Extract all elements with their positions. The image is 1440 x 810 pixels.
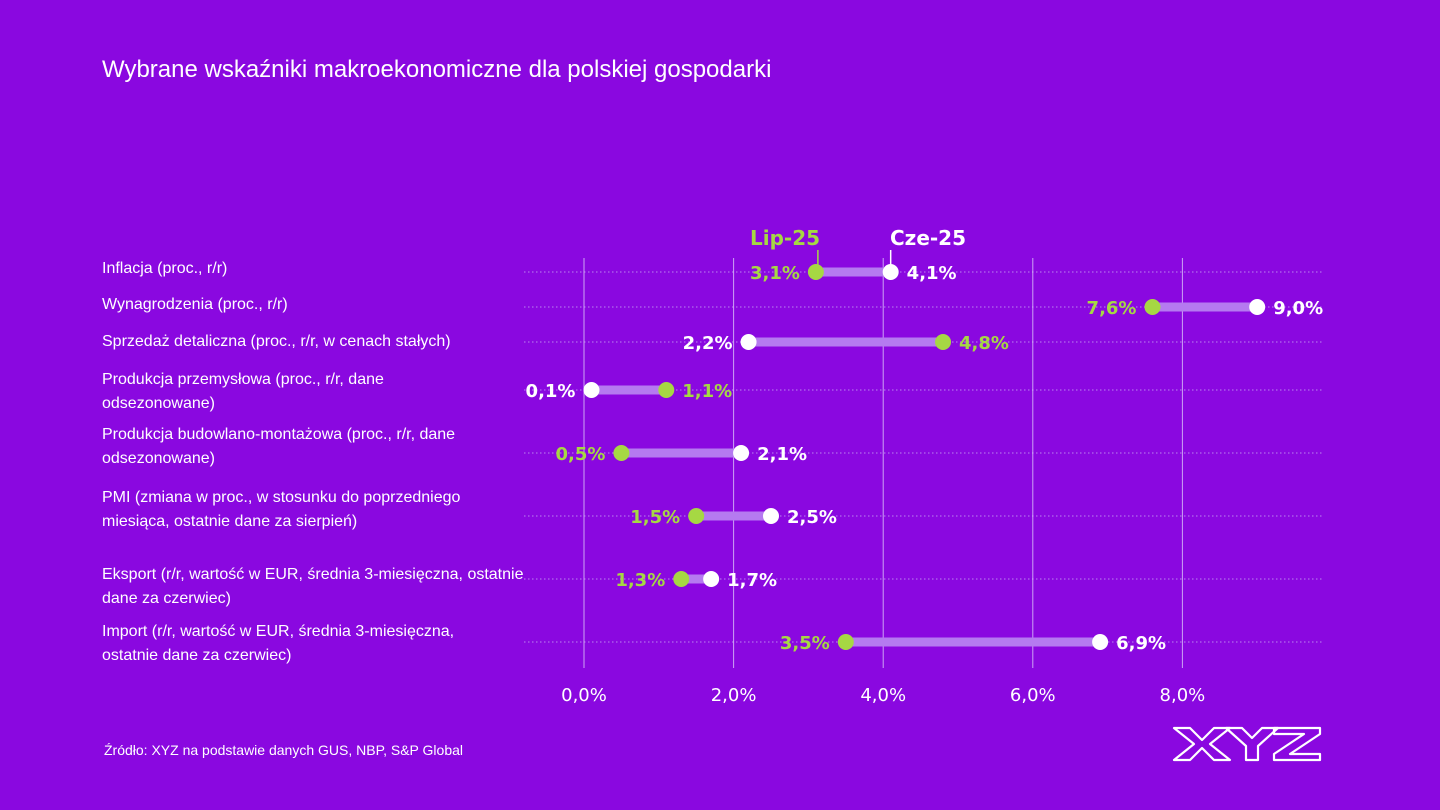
source-note: Źródło: XYZ na podstawie danych GUS, NBP…: [104, 742, 464, 758]
category-label-inflacja: Inflacja (proc., r/r): [102, 260, 228, 277]
point-lip-5: [688, 508, 705, 524]
legend-cze: Cze-25: [890, 226, 967, 250]
xyz-logo: [1172, 726, 1322, 762]
point-lip-0: [807, 264, 824, 280]
value-label-lip-7: 3,5%: [780, 633, 830, 654]
x-tick-label-4: 8,0%: [1160, 685, 1206, 706]
category-label-pmi: PMI (zmiana w proc., w stosunku do poprz…: [102, 489, 461, 530]
point-cze-7: [1092, 634, 1109, 650]
point-cze-1: [1249, 299, 1266, 315]
point-cze-5: [763, 508, 779, 524]
category-label-eksport: Eksport (r/r, wartość w EUR, średnia 3-m…: [102, 566, 524, 607]
category-label-import: Import (r/r, wartość w EUR, średnia 3-mi…: [102, 623, 455, 664]
point-lip-4: [613, 445, 630, 461]
point-cze-6: [703, 571, 720, 587]
x-tick-label-0: 0,0%: [561, 685, 607, 706]
value-label-lip-6: 1,3%: [615, 570, 665, 591]
value-label-lip-0: 3,1%: [750, 263, 800, 284]
category-label-wynagrodzenia: Wynagrodzenia (proc., r/r): [102, 296, 288, 313]
value-label-lip-4: 0,5%: [555, 444, 605, 465]
legend-lip: Lip-25: [750, 226, 821, 250]
x-tick-label-2: 4,0%: [860, 685, 906, 706]
value-label-cze-5: 2,5%: [787, 507, 837, 528]
x-tick-label-3: 6,0%: [1010, 685, 1056, 706]
value-label-cze-6: 1,7%: [727, 570, 777, 591]
point-cze-0: [882, 264, 899, 280]
value-label-cze-1: 9,0%: [1273, 298, 1323, 319]
value-label-cze-2: 2,2%: [683, 333, 733, 354]
category-label-sprzedaz: Sprzedaż detaliczna (proc., r/r, w cenac…: [102, 333, 451, 350]
value-label-cze-7: 6,9%: [1116, 633, 1166, 654]
point-lip-3: [658, 382, 675, 398]
value-label-lip-1: 7,6%: [1087, 298, 1137, 319]
value-label-lip-2: 4,8%: [959, 333, 1009, 354]
point-cze-2: [740, 334, 757, 350]
value-label-cze-4: 2,1%: [757, 444, 807, 465]
x-tick-label-1: 2,0%: [711, 685, 757, 706]
value-label-cze-3: 0,1%: [526, 381, 576, 402]
point-lip-7: [837, 634, 854, 650]
value-label-lip-5: 1,5%: [630, 507, 680, 528]
point-lip-2: [935, 334, 952, 350]
value-label-lip-3: 1,1%: [682, 381, 732, 402]
chart-title: Wybrane wskaźniki makroekonomiczne dla p…: [102, 56, 772, 83]
point-lip-6: [673, 571, 690, 587]
point-lip-1: [1144, 299, 1161, 315]
value-label-cze-0: 4,1%: [907, 263, 957, 284]
category-label-produkcja-przemyslowa: Produkcja przemysłowa (proc., r/r, dane …: [102, 371, 384, 412]
point-cze-3: [583, 382, 600, 398]
category-label-produkcja-budowlana: Produkcja budowlano-montażowa (proc., r/…: [102, 426, 456, 467]
point-cze-4: [733, 445, 750, 461]
